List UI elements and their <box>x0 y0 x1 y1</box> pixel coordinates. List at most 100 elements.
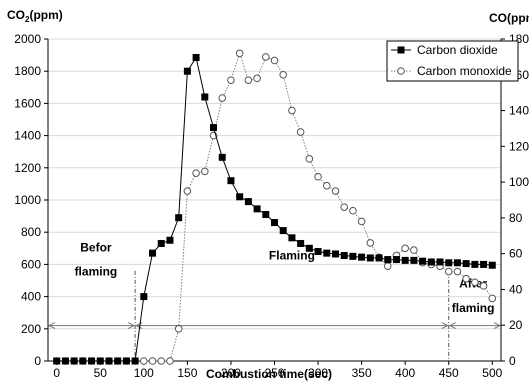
y-left-tick-label: 1800 <box>14 64 41 78</box>
co2-point <box>384 256 392 264</box>
co-point <box>383 262 392 270</box>
y-left-tick-label: 1200 <box>14 161 41 175</box>
co2-point <box>122 357 130 365</box>
x-tick-label: 50 <box>94 366 108 380</box>
x-tick-labels: 0 50 100 150 200 250 300 350 400 450 500 <box>53 361 503 380</box>
y-right-tick-label: 120 <box>509 139 529 153</box>
co-point <box>261 53 270 61</box>
co2-point <box>88 357 96 365</box>
phase-label: flaming <box>452 301 495 315</box>
co-point <box>349 206 357 215</box>
co2-point <box>375 254 383 262</box>
co-point <box>357 217 366 226</box>
y-right-tick-label: 60 <box>509 247 523 261</box>
co2-point <box>166 236 174 244</box>
phase-label: Flaming <box>269 249 315 263</box>
co2-point <box>419 257 427 265</box>
y-left-tick-label: 1600 <box>14 96 41 110</box>
co2-point <box>201 93 209 101</box>
co2-point <box>210 124 218 132</box>
co-point <box>279 70 288 79</box>
co2-point <box>436 258 444 266</box>
co-point <box>148 357 157 365</box>
co2-point <box>183 67 191 75</box>
co2-point <box>157 239 165 247</box>
phase-arrow-head <box>47 322 56 330</box>
phase-label: flaming <box>75 265 118 279</box>
co2-point <box>358 253 366 261</box>
y-left-tick-label: 1400 <box>14 129 41 143</box>
co-point <box>322 181 331 190</box>
co2-point <box>271 219 278 227</box>
y-right-tick-label: 40 <box>509 282 523 296</box>
co-point <box>235 49 244 58</box>
left-tick-labels: 0 200 400 600 800 1000 1200 1400 1600 1800 2000 <box>14 32 48 368</box>
x-tick-label: 0 <box>53 366 60 380</box>
co2-point <box>131 357 139 365</box>
co-point <box>410 246 418 254</box>
co2-point <box>392 256 400 264</box>
co2-point <box>401 256 409 264</box>
co2-point <box>349 252 357 260</box>
co-point <box>227 76 235 84</box>
phase-arrow-head <box>493 322 502 330</box>
co2-point <box>227 177 235 185</box>
phase-arrow-head <box>441 322 449 330</box>
y-right-tick-label: 100 <box>509 175 529 189</box>
co-point <box>366 239 375 247</box>
co2-point <box>192 54 200 62</box>
co-point <box>192 169 200 177</box>
co2-point <box>244 198 252 206</box>
x-tick-label: 300 <box>308 366 328 380</box>
y-left-tick-label: 800 <box>21 225 41 239</box>
co2-point <box>427 258 435 266</box>
co-point <box>401 244 409 253</box>
phase-arrow-head <box>448 322 456 330</box>
co2-point <box>410 256 418 264</box>
x-tick-label: 100 <box>134 366 154 380</box>
co-point <box>174 325 183 333</box>
co-point <box>471 278 479 287</box>
co-point <box>462 274 470 283</box>
co2-point <box>218 153 226 161</box>
co2-point <box>96 357 104 365</box>
co-point <box>444 267 453 276</box>
co2-point <box>462 260 470 268</box>
gridlines <box>48 38 501 330</box>
co-point <box>288 106 296 115</box>
co-point <box>201 167 209 176</box>
phase-label: Befor <box>80 240 112 254</box>
co-point <box>331 187 340 195</box>
x-tick-label: 500 <box>482 366 502 380</box>
legend-co2-marker <box>397 46 405 54</box>
co-point <box>218 94 227 102</box>
legend: Carbon dioxide Carbon monoxide <box>386 40 519 82</box>
y-right-tick-label: 20 <box>509 318 523 332</box>
co2-point <box>61 357 69 365</box>
co2-point <box>140 293 148 301</box>
legend-co2-label: Carbon dioxide <box>417 43 498 57</box>
y-left-tick-label: 0 <box>34 354 41 368</box>
y-left-tick-label: 1000 <box>14 193 41 207</box>
legend-co-marker <box>397 67 405 75</box>
y-axis-right-title: CO(ppm) <box>489 11 529 25</box>
co2-point <box>366 254 374 262</box>
y-right-tick-label: 0 <box>509 354 516 368</box>
co2-point <box>253 205 261 213</box>
co-point <box>340 203 348 211</box>
co-point <box>157 357 166 365</box>
co-line <box>56 51 493 362</box>
x-tick-label: 350 <box>352 366 372 380</box>
co-point <box>479 282 488 290</box>
co2-point <box>314 248 322 256</box>
x-tick-label: 150 <box>177 366 197 380</box>
x-axis-title: Combustion time(sec) <box>206 367 332 381</box>
co-point <box>296 128 305 136</box>
co2-point <box>279 227 287 235</box>
co2-point <box>79 357 87 365</box>
co2-point <box>480 260 488 268</box>
co2-point <box>70 357 78 365</box>
co2-point <box>453 259 461 267</box>
